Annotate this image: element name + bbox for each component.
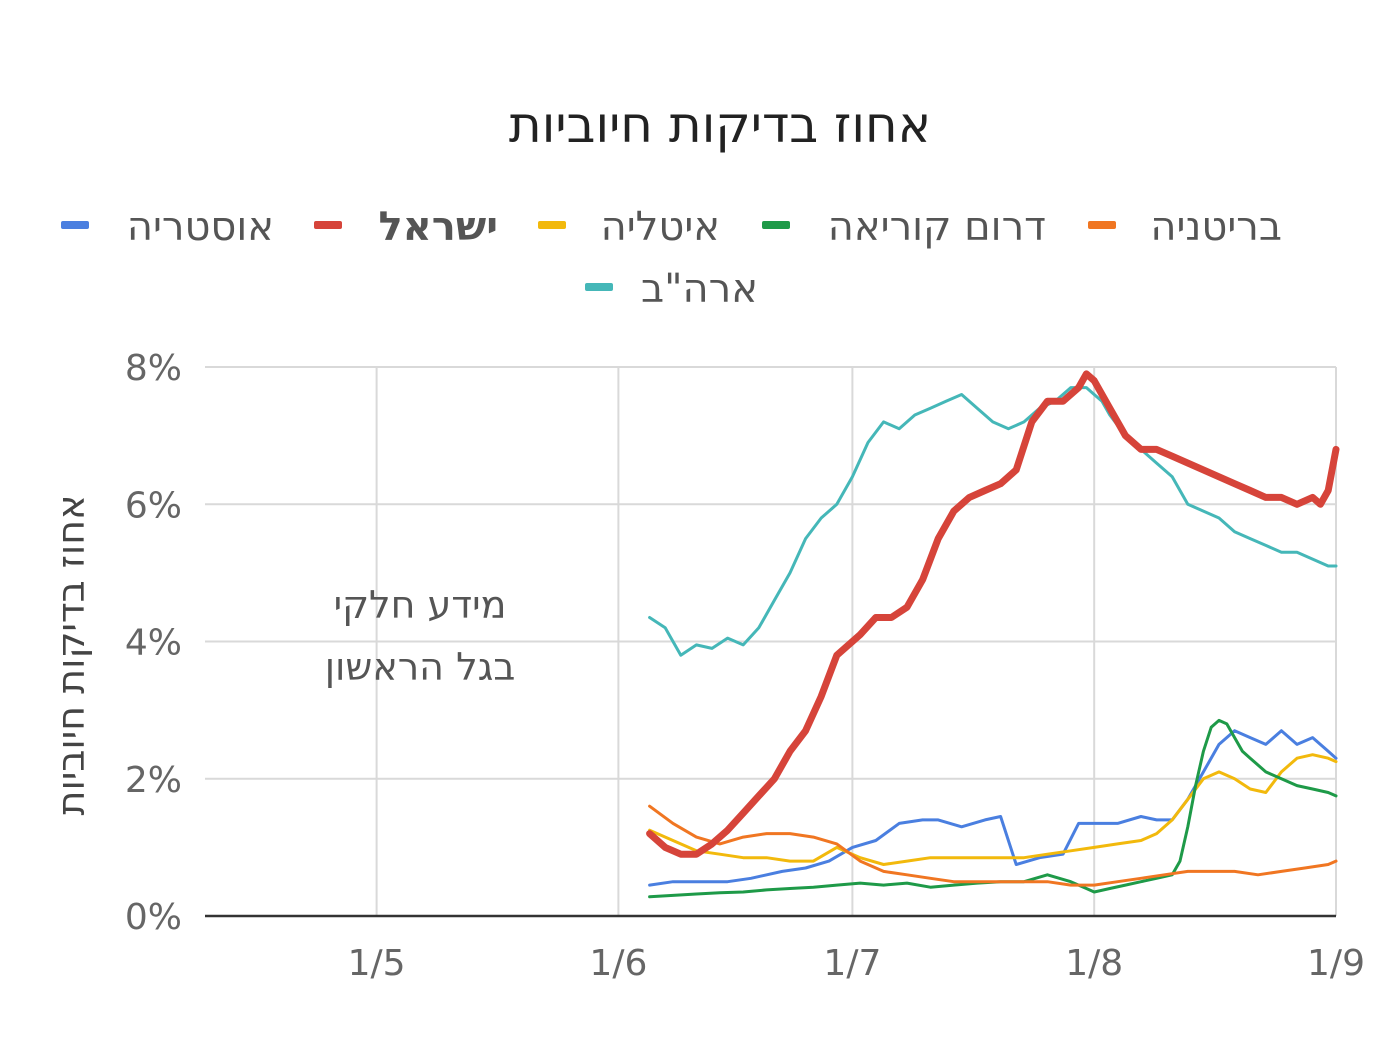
series-line-3 [648, 718, 1338, 899]
legend-label: בריטניה [1150, 204, 1282, 250]
legend-swatch [61, 221, 89, 229]
series-line-1 [646, 370, 1340, 858]
y-tick-label: 4% [125, 623, 182, 664]
legend-swatch [762, 221, 790, 229]
x-tick-label: 1/6 [589, 943, 647, 984]
annotation: מידע חלקי בגל הראשון [325, 583, 516, 689]
y-tick-label: 2% [125, 760, 182, 801]
axes: 0% 2% 4% 6% 8% 1/5 1/6 1/7 1/8 1/9 [125, 348, 1365, 984]
legend-swatch [585, 283, 613, 291]
series-line-0 [648, 729, 1338, 887]
series-line-2 [648, 753, 1338, 866]
x-tick-label: 1/7 [823, 943, 881, 984]
legend-swatch [538, 221, 566, 229]
legend-label: איטליה [601, 204, 720, 250]
legend-item[interactable]: איטליה [538, 204, 720, 250]
legend-item[interactable]: ישראל [314, 204, 498, 250]
legend-label: ישראל [378, 204, 498, 250]
series-line-4 [648, 804, 1338, 887]
legend-item[interactable]: ארה"ב [585, 266, 758, 312]
annotation-line-1: מידע חלקי [334, 583, 507, 627]
legend-item[interactable]: דרום קוריאה [762, 204, 1046, 250]
legend-label: אוסטריה [127, 204, 274, 250]
legend-item[interactable]: אוסטריה [61, 204, 274, 250]
legend-label: דרום קוריאה [828, 204, 1046, 250]
legend-label: ארה"ב [641, 266, 758, 312]
x-tick-label: 1/5 [348, 943, 406, 984]
legend-swatch [1088, 221, 1116, 229]
annotation-line-2: בגל הראשון [325, 645, 516, 689]
grid [205, 366, 1337, 916]
y-tick-label: 8% [125, 348, 182, 389]
y-tick-label: 6% [125, 485, 182, 526]
legend-swatch [314, 221, 342, 229]
x-tick-label: 1/9 [1307, 943, 1365, 984]
y-tick-label: 0% [125, 897, 182, 938]
legend-item[interactable]: בריטניה [1088, 204, 1282, 250]
y-axis-title: אחוז בדיקות חיוביות [49, 495, 93, 816]
series-line-5 [648, 386, 1338, 657]
series-group [646, 370, 1340, 899]
chart-title: אחוז בדיקות חיוביות [509, 96, 931, 154]
legend: בריטניה דרום קוריאה איטליה ישראל אוסטריה ארה"… [61, 204, 1282, 312]
x-tick-label: 1/8 [1065, 943, 1123, 984]
